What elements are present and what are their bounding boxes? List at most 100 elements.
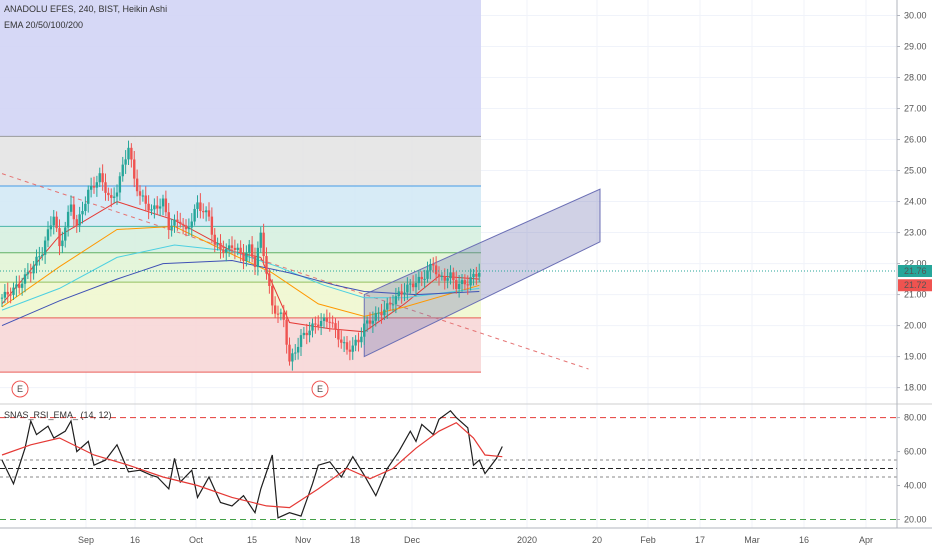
candle-body	[64, 227, 67, 241]
candle-body	[331, 322, 334, 324]
candle-body	[478, 272, 481, 277]
candle-body	[138, 191, 142, 196]
candle-body	[84, 203, 87, 212]
candle-body	[49, 225, 53, 230]
candle-body	[391, 304, 395, 306]
candle-body	[429, 264, 432, 271]
candle-body	[374, 312, 377, 321]
candle-body	[363, 323, 366, 337]
candle-body	[475, 273, 478, 277]
price-tick-label: 29.00	[904, 42, 927, 52]
candle-body	[144, 195, 147, 204]
candle-body	[176, 219, 179, 222]
candle-body	[248, 244, 251, 253]
candle-body	[469, 277, 472, 286]
candle-body	[457, 284, 461, 289]
candle-body	[434, 265, 438, 275]
candle-body	[268, 273, 271, 286]
rsi-line	[1, 421, 503, 509]
candle-body	[317, 324, 320, 327]
candle-body	[357, 339, 360, 343]
candle-body	[187, 227, 191, 230]
rsi-line	[1, 409, 503, 519]
candle-body	[322, 317, 326, 321]
candle-body	[250, 244, 254, 257]
fib-zone	[0, 136, 481, 187]
candle-body	[130, 147, 133, 160]
trend-line	[1, 173, 589, 370]
candle-body	[101, 173, 104, 183]
candle-body	[342, 342, 346, 344]
time-tick-label: 16	[799, 535, 809, 545]
price-badge	[898, 265, 932, 278]
candle-body	[72, 204, 76, 220]
ema-line	[1, 259, 480, 327]
candle-body	[204, 210, 208, 213]
candle-body	[377, 312, 380, 314]
candle-body	[92, 185, 96, 188]
price-tick-label: 23.00	[904, 228, 927, 238]
time-tick-label: Oct	[189, 535, 204, 545]
candle-body	[15, 284, 18, 288]
candle-body	[302, 332, 306, 336]
price-tick-label: 26.00	[904, 135, 927, 145]
candle-body	[46, 229, 50, 241]
candle-body	[446, 278, 449, 281]
candle-body	[225, 248, 228, 253]
earnings-event-icon	[311, 380, 329, 398]
candle-body	[147, 203, 150, 211]
candle-body	[6, 291, 9, 295]
time-tick-label: Feb	[640, 535, 656, 545]
candle-body	[0, 297, 4, 299]
time-tick-label: Sep	[78, 535, 94, 545]
candle-body	[104, 182, 107, 193]
candle-body	[437, 274, 441, 277]
candle-body	[449, 272, 452, 279]
candle-body	[271, 285, 274, 306]
candle-body	[325, 317, 329, 322]
ema-legend: EMA 20/50/100/200	[4, 20, 83, 30]
candle-body	[403, 292, 406, 295]
candle-body	[259, 232, 262, 248]
candle-body	[383, 309, 386, 316]
price-badge-label: 21.72	[904, 280, 927, 290]
candle-body	[242, 253, 245, 262]
candle-body	[98, 173, 101, 183]
candle-body	[127, 147, 130, 160]
price-badge-label: 21.76	[904, 266, 927, 276]
price-tick-label: 19.00	[904, 352, 927, 362]
candle-body	[432, 264, 435, 266]
price-tick-label: 18.00	[904, 383, 927, 393]
earnings-event-icon	[11, 380, 29, 398]
candle-body	[52, 216, 55, 226]
candle-body	[426, 270, 429, 279]
candle-body	[406, 284, 409, 293]
candle-body	[409, 283, 412, 285]
candle-body	[118, 176, 122, 193]
candle-body	[161, 198, 165, 207]
candle-body	[202, 210, 205, 213]
candle-body	[61, 240, 64, 247]
candle-body	[23, 274, 27, 284]
candle-body	[26, 272, 30, 275]
candle-body	[299, 335, 303, 347]
candle-body	[35, 256, 38, 266]
candle-body	[443, 276, 446, 281]
candle-body	[12, 287, 15, 295]
candle-body	[38, 256, 41, 258]
time-tick-label: 16	[130, 535, 140, 545]
fib-zone	[0, 282, 481, 318]
candle-body	[196, 202, 199, 209]
candle-body	[133, 159, 136, 179]
candle-body	[256, 247, 260, 268]
candle-body	[158, 206, 162, 209]
time-tick-label: 17	[695, 535, 705, 545]
candle-body	[222, 249, 225, 253]
candle-body	[164, 198, 168, 213]
fib-zone	[0, 317, 481, 373]
time-tick-label: Nov	[295, 535, 312, 545]
candle-body	[296, 346, 300, 353]
candle-body	[210, 216, 214, 235]
candle-body	[55, 216, 58, 229]
candle-body	[213, 234, 216, 245]
